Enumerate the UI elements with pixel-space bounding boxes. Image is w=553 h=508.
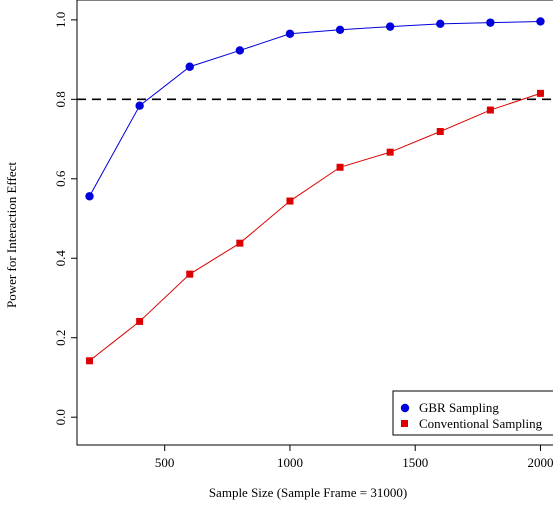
- data-point-conventional: [487, 107, 494, 114]
- data-point-conventional: [537, 90, 544, 97]
- y-axis-label: Power for Interaction Effect: [4, 162, 19, 308]
- y-tick-label: 0.6: [53, 170, 68, 187]
- y-tick-label: 0.0: [53, 409, 68, 425]
- data-point-conventional: [186, 271, 193, 278]
- y-tick-label: 0.4: [53, 250, 68, 267]
- data-point-gbr: [536, 17, 544, 25]
- legend: GBR Sampling Conventional Sampling: [393, 391, 553, 435]
- x-axis-title: Sample Size (Sample Frame = 31000): [209, 485, 407, 500]
- data-point-gbr: [85, 192, 93, 200]
- x-tick-label: 500: [155, 455, 175, 470]
- data-point-gbr: [186, 63, 194, 71]
- data-point-gbr: [486, 18, 494, 26]
- data-point-conventional: [437, 128, 444, 135]
- data-point-gbr: [386, 22, 394, 30]
- y-axis-title: Power for Interaction Effect: [4, 162, 19, 308]
- x-tick-label: 1500: [402, 455, 428, 470]
- data-point-conventional: [136, 318, 143, 325]
- legend-label-conventional: Conventional Sampling: [419, 416, 543, 431]
- y-tick-label: 1.0: [53, 12, 68, 28]
- y-tick-label: 0.8: [53, 91, 68, 107]
- data-point-gbr: [336, 26, 344, 34]
- data-point-gbr: [436, 20, 444, 28]
- data-point-conventional: [387, 149, 394, 156]
- data-point-conventional: [236, 240, 243, 247]
- y-tick-label: 0.2: [53, 330, 68, 346]
- x-tick-label: 1000: [277, 455, 303, 470]
- legend-marker-conventional: [401, 420, 408, 427]
- data-point-gbr: [286, 30, 294, 38]
- data-point-gbr: [236, 46, 244, 54]
- data-point-conventional: [86, 357, 93, 364]
- x-tick-label: 2000: [527, 455, 553, 470]
- data-point-conventional: [337, 164, 344, 171]
- data-point-gbr: [135, 101, 143, 109]
- x-axis-label: Sample Size (Sample Frame = 31000): [209, 485, 407, 500]
- legend-marker-gbr: [401, 404, 409, 412]
- legend-label-gbr: GBR Sampling: [419, 400, 499, 415]
- data-point-conventional: [286, 198, 293, 205]
